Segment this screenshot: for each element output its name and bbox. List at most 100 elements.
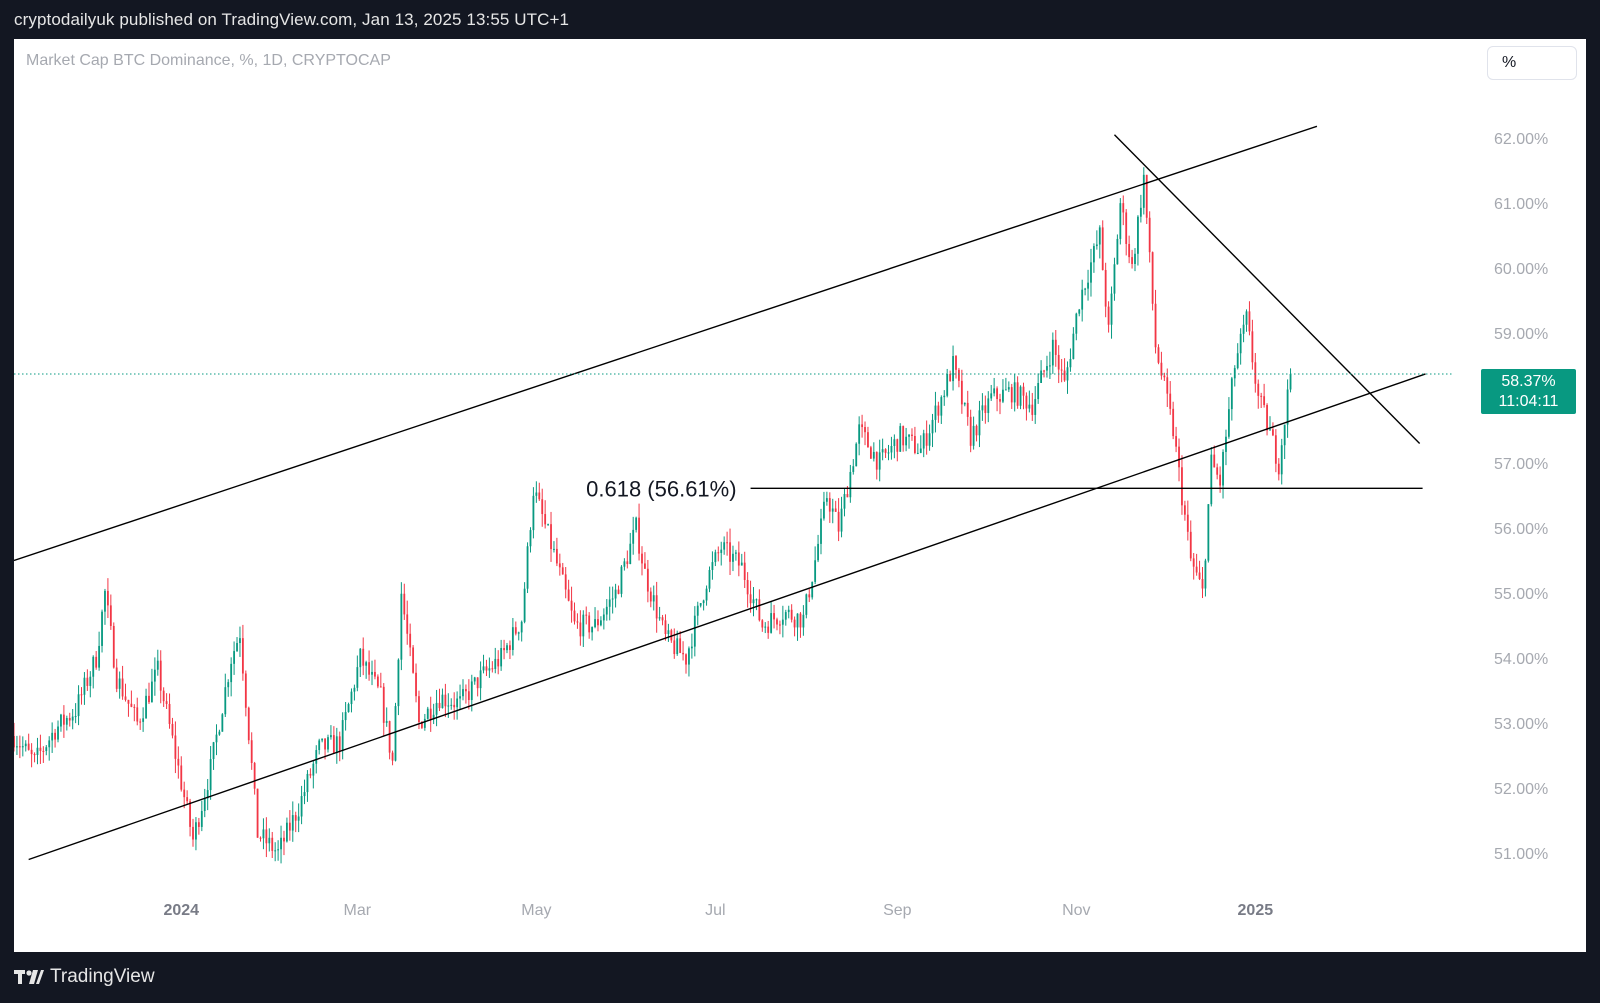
candle-body [1142, 174, 1145, 208]
candle-body [532, 495, 535, 531]
candle-body [423, 718, 426, 728]
trendline-descending-resistance[interactable] [1113, 134, 1421, 444]
candle-body [902, 426, 905, 446]
candle-body [1172, 408, 1175, 437]
candle-body [139, 721, 142, 723]
candle-body [911, 434, 913, 436]
candle-body [218, 731, 221, 735]
candle-body [688, 648, 690, 665]
candle-body [1139, 207, 1142, 217]
drawings-layer [14, 125, 1454, 861]
trendline-channel-bottom[interactable] [28, 373, 1426, 861]
candle-body [115, 667, 118, 689]
candle-body [400, 593, 403, 660]
candle-body [685, 654, 687, 665]
chart-pane[interactable]: 51.00% 52.00% 53.00% 54.00% 55.00% 56.00% 57.0… [14, 39, 1586, 952]
candle-body [68, 718, 71, 721]
candle-body [705, 588, 708, 601]
candle-body [1037, 383, 1040, 400]
candle-body [661, 617, 664, 621]
candle-body [306, 773, 309, 793]
candle-body [787, 609, 790, 613]
candle-body [608, 599, 611, 607]
candle-body [1251, 331, 1254, 363]
candle-body [1072, 333, 1075, 359]
candle-body [1269, 429, 1271, 431]
candle-body [1254, 362, 1257, 384]
candle-body [1198, 572, 1201, 580]
candle-body [723, 542, 726, 550]
candle-body [288, 822, 291, 831]
candle-body [1192, 558, 1195, 567]
candle-body [943, 395, 946, 398]
candle-body [186, 797, 189, 802]
price-tick-label: 55.00% [1494, 586, 1548, 603]
candle-body [629, 543, 632, 565]
candle-body [776, 619, 778, 625]
candle-body [318, 740, 321, 751]
percent-scale-button[interactable]: % [1487, 46, 1577, 80]
candle-body [1075, 313, 1078, 334]
candle-body [476, 677, 479, 689]
candle-body [429, 708, 432, 720]
candle-body [946, 374, 949, 396]
candle-body [1134, 253, 1136, 264]
trendline-channel-top[interactable] [14, 125, 1318, 562]
candle-body [781, 619, 784, 625]
candle-body [203, 798, 206, 812]
candle-body [1233, 368, 1236, 379]
candle-body [555, 548, 558, 564]
candle-body [649, 591, 652, 602]
candle-body [109, 605, 112, 626]
candle-body [949, 374, 952, 382]
candle-body [426, 708, 429, 719]
candle-body [1069, 358, 1072, 368]
candle-body [1013, 382, 1016, 403]
candle-body [467, 691, 470, 701]
candle-body [1122, 203, 1125, 213]
candle-body [112, 625, 115, 668]
candlestick-chart[interactable]: 51.00% 52.00% 53.00% 54.00% 55.00% 56.00% 57.0… [14, 39, 1586, 952]
candle-body [849, 471, 852, 498]
candle-body [265, 829, 268, 844]
candle-body [931, 419, 934, 434]
price-axis[interactable]: 51.00% 52.00% 53.00% 54.00% 55.00% 56.00% 57.0… [1494, 131, 1548, 863]
candle-body [1245, 311, 1248, 325]
candle-body [790, 609, 793, 620]
candle-body [605, 606, 608, 615]
candle-body [591, 627, 594, 633]
candle-body [450, 704, 453, 706]
candle-body [60, 714, 62, 727]
candle-body [940, 397, 943, 416]
candle-body [520, 621, 523, 633]
candle-body [1277, 463, 1280, 475]
candle-body [1280, 445, 1283, 475]
candle-body [30, 749, 33, 755]
candle-body [51, 732, 54, 741]
candle-body [535, 492, 538, 496]
time-axis[interactable]: 2024 Mar May Jul Sep Nov 2025 [163, 902, 1273, 919]
candle-body [611, 598, 614, 600]
candle-body [262, 829, 265, 839]
candle-body [376, 676, 379, 687]
footer-brand[interactable]: TradingView [14, 962, 155, 992]
candle-body [1201, 579, 1204, 589]
candle-body [773, 613, 775, 620]
candle-body [696, 605, 699, 616]
candle-body [1110, 293, 1113, 325]
candle-body [224, 687, 227, 715]
time-tick-label: 2024 [163, 902, 199, 919]
candles-layer [14, 167, 1292, 864]
candle-body [362, 648, 365, 666]
candle-body [984, 405, 987, 413]
price-tick-label: 53.00% [1494, 716, 1548, 733]
bar-countdown: 11:04:11 [1498, 393, 1559, 410]
candle-body [547, 524, 549, 526]
candle-body [98, 645, 101, 668]
candle-body [133, 706, 136, 708]
candle-body [1046, 366, 1048, 371]
candle-body [259, 837, 262, 839]
candle-body [332, 735, 335, 754]
candle-body [406, 614, 409, 634]
price-tick-label: 57.00% [1494, 456, 1548, 473]
